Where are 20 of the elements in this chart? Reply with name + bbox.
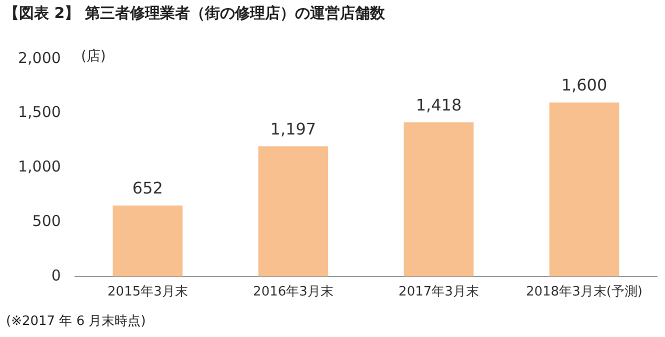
data-label: 1,600 bbox=[561, 76, 608, 95]
chart-title: 【図表 2】 第三者修理業者（街の修理店）の運営店舗数 bbox=[4, 4, 385, 23]
x-tick-label: 2017年3月末 bbox=[398, 284, 479, 300]
bar bbox=[404, 122, 474, 276]
x-tick-label: 2016年3月末 bbox=[253, 284, 334, 300]
data-label: 1,418 bbox=[416, 95, 462, 114]
y-tick-label: 1,500 bbox=[18, 103, 61, 122]
data-label: 652 bbox=[132, 178, 163, 198]
y-tick-label: 500 bbox=[32, 212, 61, 230]
x-tick-label: 2015年3月末 bbox=[108, 284, 188, 300]
y-tick-label: 0 bbox=[51, 266, 61, 284]
y-tick-label: 2,000 bbox=[18, 48, 61, 67]
bar bbox=[112, 206, 183, 276]
bar bbox=[258, 146, 328, 276]
y-tick-label: 1,000 bbox=[18, 158, 61, 176]
data-label: 1,197 bbox=[270, 119, 316, 138]
bar bbox=[549, 102, 620, 276]
text: (※2017 年 6 月末時点) bbox=[6, 313, 146, 330]
y-axis-title: (店) bbox=[80, 48, 106, 65]
x-tick-label: 2018年3月末(予測) bbox=[526, 284, 642, 300]
